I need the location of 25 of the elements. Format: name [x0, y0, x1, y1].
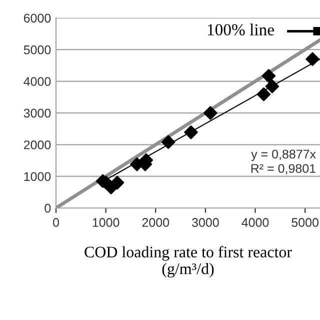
x-tick-label: 3000 — [192, 218, 219, 227]
y-tick-label: 2000 — [24, 140, 51, 150]
y-tick-label: 4000 — [24, 77, 51, 86]
point — [265, 79, 280, 94]
point — [184, 125, 198, 140]
point — [256, 87, 271, 102]
y-tick-label: 3000 — [24, 108, 51, 118]
x-tick-label: 2000 — [142, 218, 170, 227]
x-tick-label: 1000 — [92, 218, 120, 227]
point — [306, 52, 320, 66]
annotation: y = 0,8877x — [251, 150, 316, 162]
y-tick-label: 5000 — [24, 45, 51, 54]
x-tick-label: 4000 — [242, 218, 269, 227]
annotation: R² = 0,9801 — [251, 164, 316, 174]
point — [204, 106, 218, 120]
x-tick-label: 5000 — [292, 218, 318, 227]
annotation: 100% line — [208, 24, 274, 36]
x-axis-title: COD loading rate to first reactor (g/m³/d) — [84, 246, 292, 278]
y-tick-label: 1000 — [24, 172, 51, 181]
y-tick-label: 0 — [44, 204, 51, 213]
point — [110, 176, 124, 190]
y-tick-label: 6000 — [24, 14, 51, 23]
x-tick-label: 0 — [53, 218, 59, 227]
point — [161, 135, 176, 150]
point — [262, 68, 276, 83]
